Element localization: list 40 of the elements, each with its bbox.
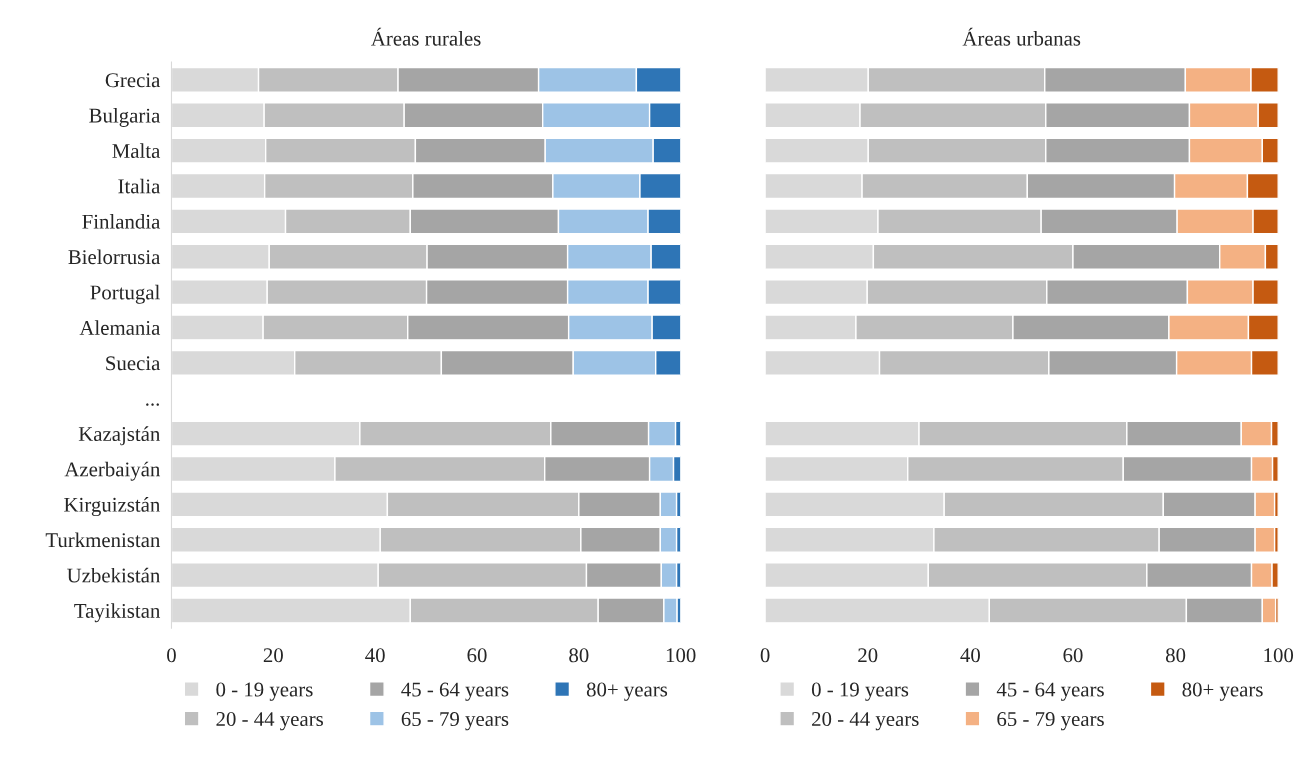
- y-tick-label: Portugal: [90, 284, 160, 304]
- x-tick-label: 100: [1264, 648, 1294, 663]
- x-tick-label: 40: [365, 648, 385, 663]
- x-tick-label: 80: [1165, 648, 1186, 663]
- legend-label: 45 - 64 years: [401, 682, 509, 701]
- y-tick-label: Alemania: [79, 320, 161, 335]
- legend-label: 80+ years: [1182, 682, 1263, 701]
- legend-label: 20 - 44 years: [812, 712, 919, 731]
- x-tick-label: 20: [858, 648, 878, 663]
- legend-label: 0 - 19 years: [216, 682, 313, 701]
- legend-label: 45 - 64 years: [996, 682, 1104, 701]
- legend-label: 20 - 44 years: [216, 712, 323, 731]
- y-tick-label: Finlandia: [82, 214, 161, 229]
- legend-label: 80+ years: [586, 682, 668, 701]
- x-tick-label: 20: [263, 648, 283, 663]
- x-tick-label: 60: [1063, 648, 1083, 663]
- x-tick-label: 100: [666, 648, 696, 663]
- x-tick-label: 40: [960, 648, 980, 663]
- x-tick-label: 0: [167, 648, 176, 663]
- legend-label: 65 - 79 years: [401, 712, 509, 731]
- y-tick-label: Grecia: [105, 73, 161, 88]
- x-tick-label: 60: [467, 648, 487, 663]
- y-tick-label: Malta: [112, 143, 161, 158]
- y-tick-label: ...: [146, 403, 159, 406]
- y-tick-label: Bulgaria: [89, 107, 161, 127]
- y-tick-label: Kazajstán: [78, 426, 161, 446]
- chart-title: Áreas rurales: [371, 27, 481, 46]
- y-tick-label: Uzbekistán: [67, 567, 161, 583]
- x-tick-label: 0: [760, 648, 770, 663]
- y-tick-label: Italia: [118, 178, 161, 194]
- chart-title: Áreas urbanas: [962, 27, 1081, 46]
- y-tick-label: Turkmenistan: [45, 532, 161, 548]
- y-tick-label: Azerbaiyán: [64, 461, 161, 481]
- x-tick-label: 80: [569, 648, 589, 663]
- y-tick-label: Tayikistan: [74, 603, 161, 623]
- y-tick-label: Kirguizstán: [64, 497, 161, 517]
- y-tick-label: Suecia: [106, 356, 161, 371]
- y-tick-label: Bielorrusia: [68, 249, 161, 265]
- legend-label: 65 - 79 years: [997, 712, 1104, 731]
- legend-label: 0 - 19 years: [811, 682, 909, 701]
